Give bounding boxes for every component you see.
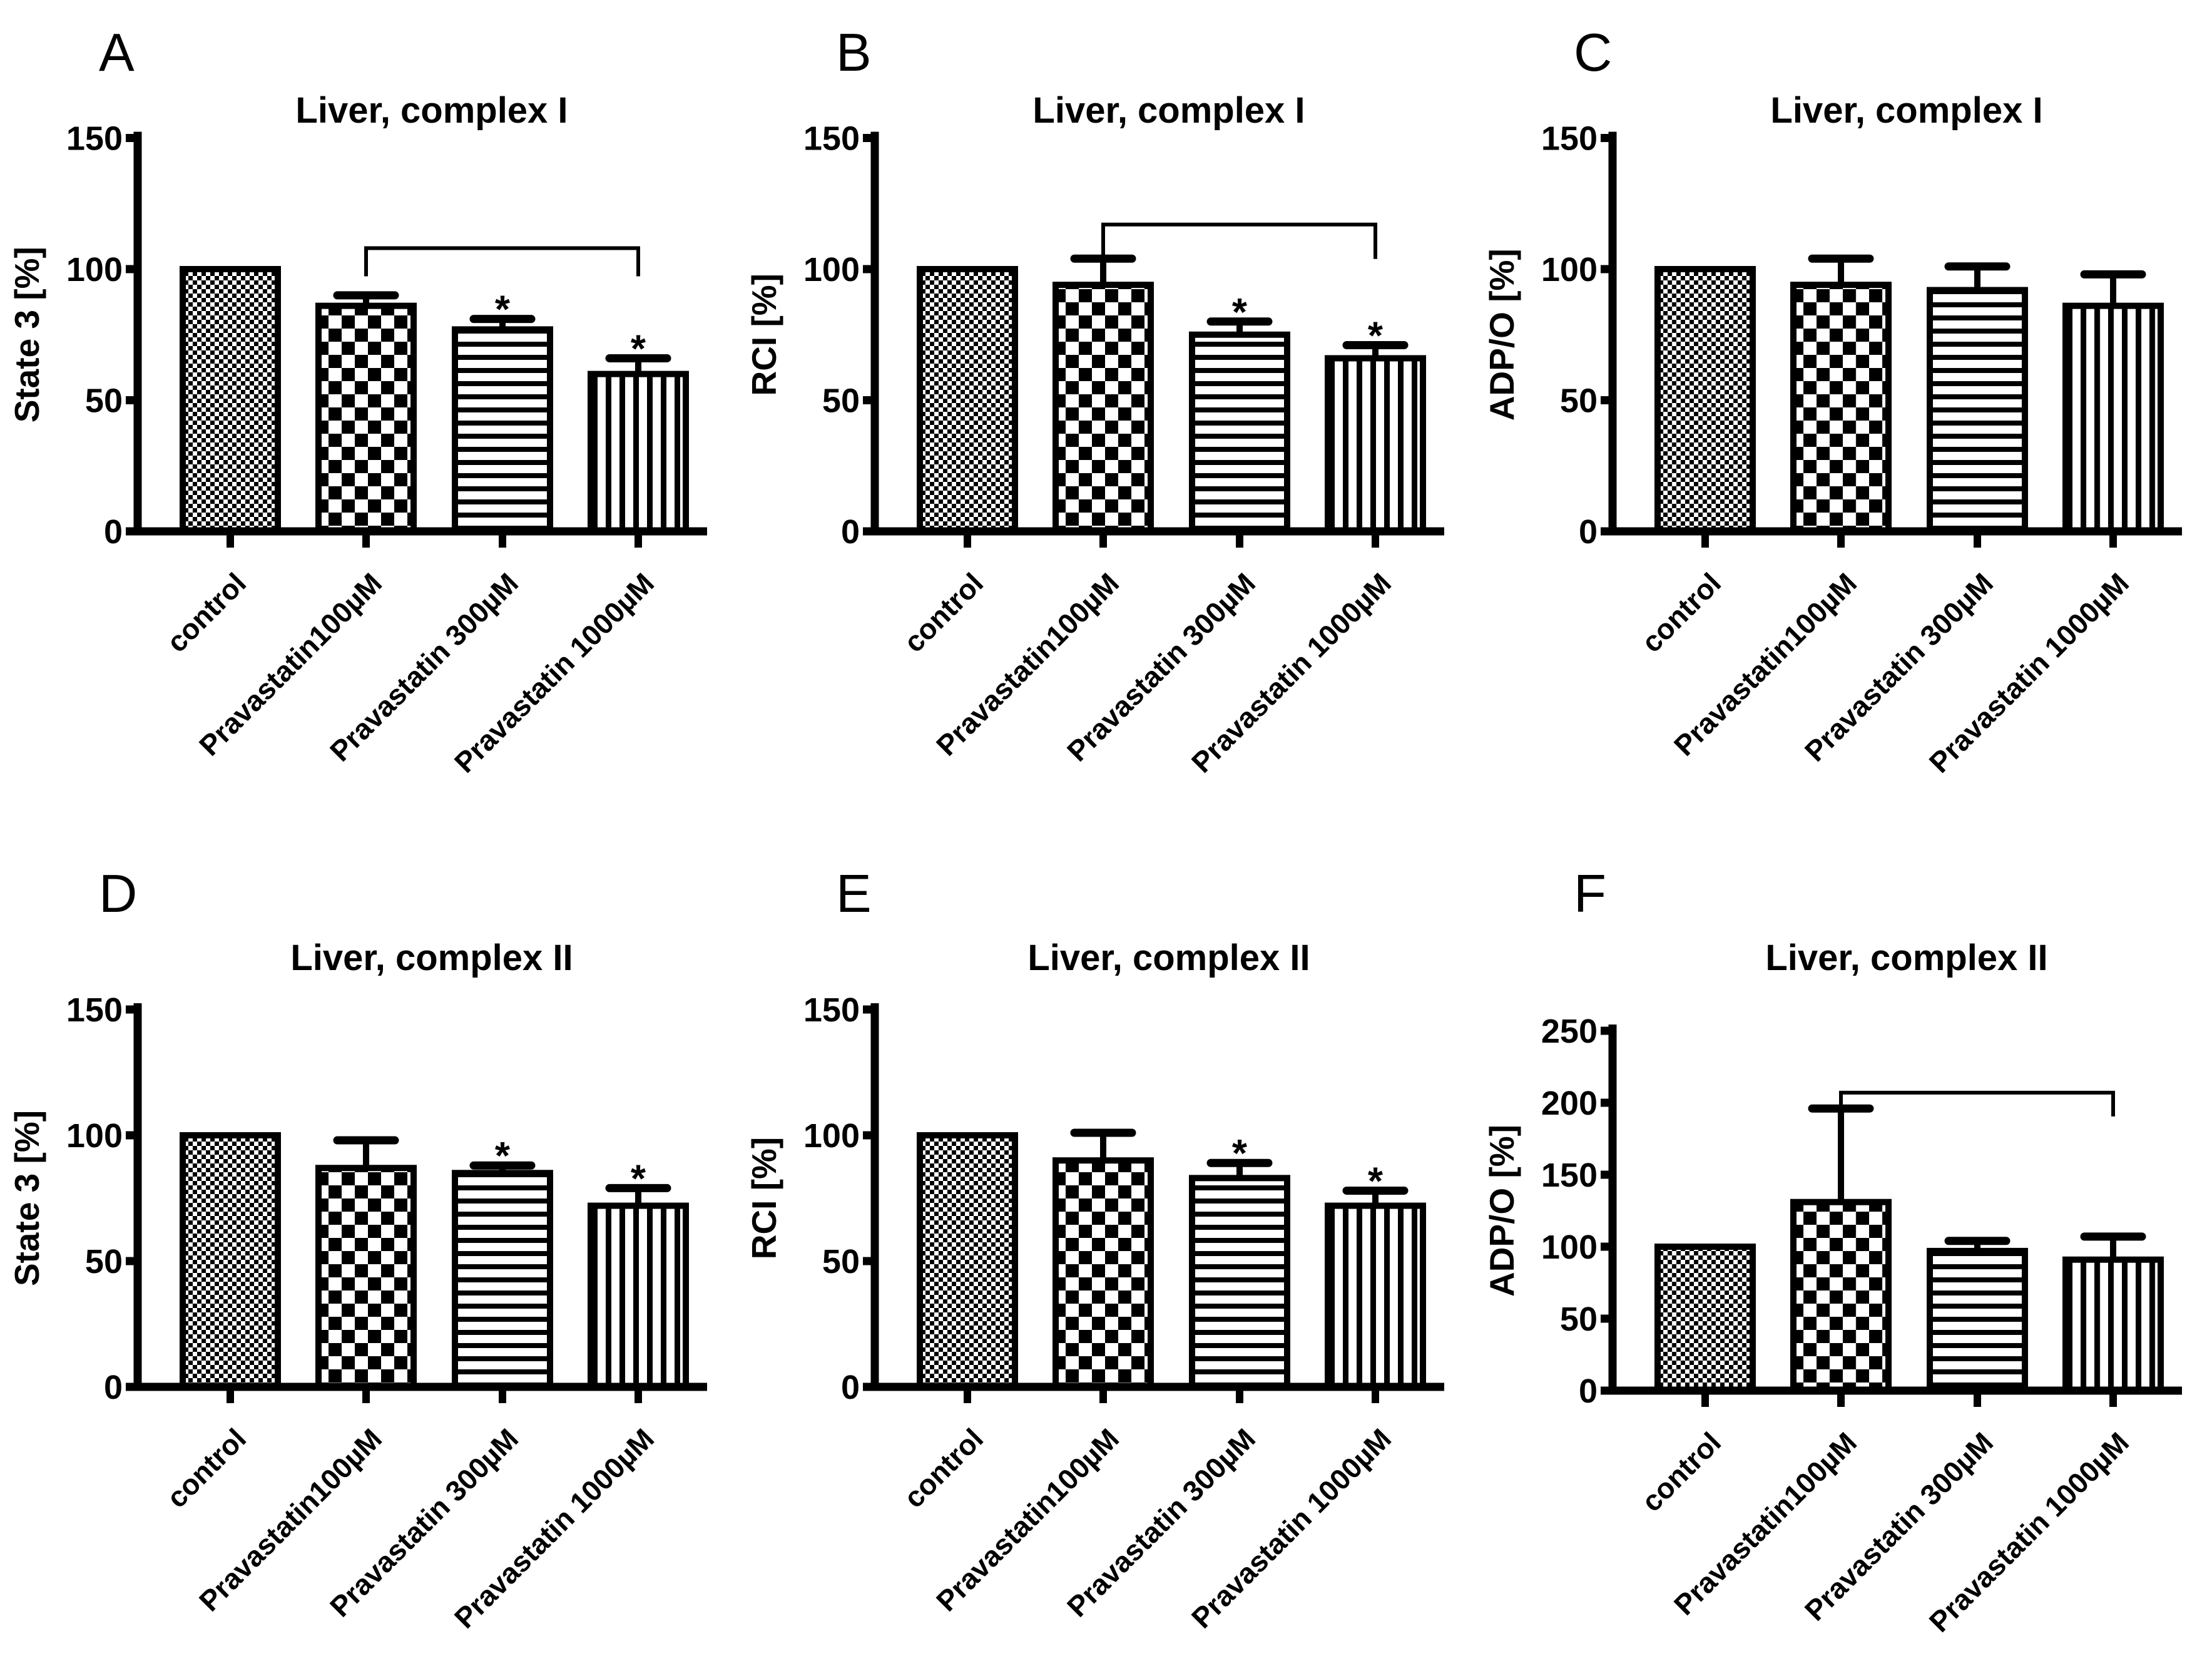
y-tick-label-0: 0 <box>104 1369 123 1406</box>
bar-pravastatin-100um <box>1052 282 1154 534</box>
panel-title: Liver, complex I <box>1770 90 2042 131</box>
panel-letter: C <box>1574 23 1612 83</box>
bar-pravastatin-1000um <box>587 371 689 534</box>
y-tick-label-0: 0 <box>1579 1372 1598 1410</box>
significance-star-pravastatin-1000um: * <box>631 327 646 371</box>
bar-control <box>917 1132 1019 1390</box>
bar-pravastatin-1000um <box>2062 1256 2164 1394</box>
bar-pravastatin-300um <box>1926 1247 2028 1394</box>
panel-B: control Pravastatin100µM Pravastatin 300µM… <box>737 0 1474 830</box>
x-tick-label-control: control <box>897 566 989 658</box>
panel-letter: A <box>99 23 135 83</box>
x-tick-label-control: control <box>160 566 252 658</box>
x-tick-label-control: control <box>160 1422 252 1514</box>
y-tick-label-0: 0 <box>841 1369 860 1406</box>
y-tick-label-50: 50 <box>822 1243 860 1280</box>
y-tick-label-100: 100 <box>1541 1229 1598 1266</box>
panel-F: control Pravastatin100µM Pravastatin 300µM… <box>1475 830 2212 1661</box>
bar-pravastatin-100um <box>315 1165 417 1390</box>
y-axis-label: State 3 [%] <box>8 1110 46 1286</box>
x-tick-label-control: control <box>897 1422 989 1514</box>
bar-pravastatin-1000um <box>587 1202 689 1390</box>
y-axis-label: ADP/O [%] <box>1482 248 1521 421</box>
panel-letter: F <box>1574 864 1606 924</box>
y-tick-label-150: 150 <box>66 120 123 157</box>
panel-A: control Pravastatin100µM Pravastatin 300µM… <box>0 0 737 830</box>
significance-star-pravastatin-300um: * <box>495 1135 511 1178</box>
panel-letter: B <box>836 23 872 83</box>
bar-pravastatin-100um <box>1790 1198 1892 1394</box>
bar-pravastatin-300um <box>1189 1175 1291 1391</box>
bar-control <box>1654 1244 1756 1394</box>
significance-star-pravastatin-300um: * <box>1232 291 1248 334</box>
bar-pravastatin-1000um <box>2062 302 2164 534</box>
x-tick-label-control: control <box>1635 1426 1727 1518</box>
y-tick-label-200: 200 <box>1541 1085 1598 1122</box>
y-tick-label-50: 50 <box>1560 382 1598 420</box>
y-tick-label-250: 250 <box>1541 1013 1598 1050</box>
y-tick-label-100: 100 <box>803 1117 860 1155</box>
bar-control <box>179 1132 281 1390</box>
y-tick-label-100: 100 <box>803 251 860 289</box>
y-tick-label-150: 150 <box>66 991 123 1029</box>
y-tick-label-150: 150 <box>1541 1157 1598 1194</box>
significance-bracket <box>1101 222 1378 259</box>
y-tick-label-50: 50 <box>1560 1301 1598 1338</box>
significance-star-pravastatin-1000um: * <box>1368 1160 1384 1203</box>
bar-pravastatin-300um <box>451 326 553 534</box>
y-tick-label-0: 0 <box>1579 513 1598 551</box>
significance-star-pravastatin-1000um: * <box>1368 315 1384 358</box>
y-axis-label: RCI [%] <box>745 273 783 396</box>
panel-letter: E <box>836 864 872 924</box>
bar-control <box>1654 266 1756 534</box>
bar-control <box>179 266 281 534</box>
bar-pravastatin-100um <box>1052 1157 1154 1390</box>
bar-pravastatin-1000um <box>1325 1202 1427 1390</box>
panel-title: Liver, complex I <box>295 91 568 131</box>
panel-letter: D <box>99 864 137 924</box>
x-tick-label-control: control <box>1635 566 1727 658</box>
panel-D: control Pravastatin100µM Pravastatin 300µM… <box>0 830 737 1661</box>
y-tick-label-0: 0 <box>104 513 123 551</box>
bar-pravastatin-1000um <box>1325 355 1427 535</box>
panel-title: Liver, complex II <box>1028 938 1310 978</box>
y-axis-label: RCI [%] <box>745 1137 783 1259</box>
panel-title: Liver, complex II <box>1765 938 2047 978</box>
panel-C: control Pravastatin100µM Pravastatin 300µM… <box>1475 0 2212 830</box>
bar-control <box>917 266 1019 534</box>
panel-E: control Pravastatin100µM Pravastatin 300µM… <box>737 830 1474 1661</box>
bar-pravastatin-300um <box>451 1170 553 1390</box>
y-tick-label-100: 100 <box>1541 251 1598 289</box>
y-axis-label: State 3 [%] <box>8 247 46 422</box>
significance-bracket <box>1838 1090 2115 1117</box>
y-tick-label-150: 150 <box>1541 120 1598 158</box>
panel-title: Liver, complex II <box>290 938 573 978</box>
y-tick-label-50: 50 <box>85 1243 123 1280</box>
significance-star-pravastatin-1000um: * <box>631 1157 646 1200</box>
panel-title: Liver, complex I <box>1033 91 1305 131</box>
y-tick-label-0: 0 <box>841 513 860 551</box>
bar-pravastatin-300um <box>1926 287 2028 534</box>
y-tick-label-50: 50 <box>822 382 860 420</box>
bar-pravastatin-100um <box>315 302 417 534</box>
significance-star-pravastatin-300um: * <box>495 289 511 332</box>
bar-pravastatin-100um <box>1790 282 1892 534</box>
y-tick-label-150: 150 <box>803 120 860 157</box>
y-tick-label-100: 100 <box>66 251 123 289</box>
y-tick-label-150: 150 <box>803 991 860 1029</box>
bar-pravastatin-300um <box>1189 331 1291 534</box>
y-tick-label-50: 50 <box>85 382 123 420</box>
significance-star-pravastatin-300um: * <box>1232 1132 1248 1175</box>
significance-bracket <box>364 246 640 277</box>
y-axis-label: ADP/O [%] <box>1482 1125 1521 1297</box>
y-tick-label-100: 100 <box>66 1117 123 1155</box>
